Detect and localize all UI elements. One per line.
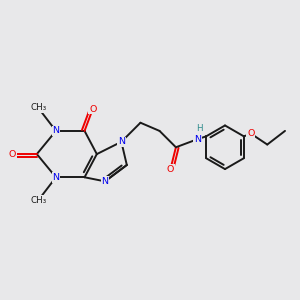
Text: O: O [167, 165, 174, 174]
Text: N: N [194, 135, 201, 144]
Text: N: N [52, 173, 59, 182]
Text: CH₃: CH₃ [30, 103, 46, 112]
Text: N: N [101, 177, 109, 186]
Text: N: N [118, 137, 125, 146]
Text: O: O [247, 129, 255, 138]
Text: N: N [52, 126, 59, 135]
Text: H: H [196, 124, 203, 133]
Text: O: O [89, 105, 96, 114]
Text: CH₃: CH₃ [30, 196, 46, 205]
Text: O: O [9, 150, 16, 159]
